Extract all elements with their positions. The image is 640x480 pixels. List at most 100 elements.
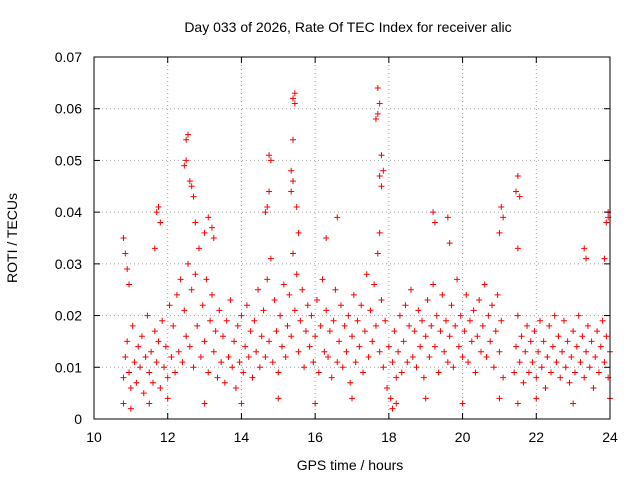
data-point <box>431 219 438 226</box>
data-point <box>172 369 179 376</box>
data-point <box>389 405 396 412</box>
x-tick-label: 16 <box>307 429 323 445</box>
data-point <box>334 214 341 221</box>
data-point <box>249 374 256 381</box>
data-point <box>435 369 442 376</box>
data-point <box>188 286 195 293</box>
data-point <box>339 364 346 371</box>
y-tick-label: 0.02 <box>55 308 82 324</box>
data-point <box>396 312 403 319</box>
data-point <box>347 379 354 386</box>
data-point <box>151 245 158 252</box>
data-point <box>295 348 302 355</box>
data-point <box>127 384 134 391</box>
y-tick-label: 0 <box>74 411 82 427</box>
data-point <box>431 343 438 350</box>
data-point <box>247 328 254 335</box>
data-point <box>382 317 389 324</box>
data-point <box>514 312 521 319</box>
data-point <box>137 364 144 371</box>
data-point <box>577 359 584 366</box>
data-point <box>378 183 385 190</box>
data-point <box>290 250 297 257</box>
data-point <box>466 317 473 324</box>
x-axis-label: GPS time / hours <box>297 457 404 473</box>
data-point <box>325 353 332 360</box>
chart-title: Day 033 of 2026, Rate Of TEC Index for r… <box>184 19 511 35</box>
data-point <box>564 338 571 345</box>
data-point <box>337 302 344 309</box>
data-point <box>406 322 413 329</box>
data-point <box>290 136 297 143</box>
data-point <box>153 209 160 216</box>
data-point <box>579 333 586 340</box>
data-point <box>476 297 483 304</box>
data-point <box>208 291 215 298</box>
data-point <box>271 297 278 304</box>
x-tick-label: 20 <box>455 429 471 445</box>
data-point <box>560 317 567 324</box>
data-point <box>371 281 378 288</box>
data-point <box>162 343 169 350</box>
data-point <box>514 172 521 179</box>
data-point <box>126 281 133 288</box>
data-point <box>184 131 191 138</box>
data-point <box>446 333 453 340</box>
data-point <box>354 317 361 324</box>
data-point <box>376 348 383 355</box>
data-point <box>583 255 590 262</box>
data-point <box>520 379 527 386</box>
data-point <box>470 307 477 314</box>
data-point <box>127 405 134 412</box>
data-point <box>334 359 341 366</box>
data-point <box>557 374 564 381</box>
data-point <box>404 359 411 366</box>
data-point <box>457 312 464 319</box>
data-point <box>376 229 383 236</box>
data-point <box>533 395 540 402</box>
data-point <box>529 359 536 366</box>
data-point <box>498 203 505 210</box>
data-point <box>500 374 507 381</box>
data-point <box>135 343 142 350</box>
data-point <box>478 348 484 355</box>
data-point <box>391 328 398 335</box>
data-point <box>323 235 330 241</box>
data-point <box>159 317 166 324</box>
data-point <box>459 353 466 360</box>
data-point <box>234 322 241 329</box>
data-point <box>336 338 343 345</box>
data-point <box>599 317 606 324</box>
data-point <box>194 322 201 329</box>
data-point <box>312 333 319 340</box>
data-point <box>538 364 545 371</box>
data-point <box>255 286 262 293</box>
data-point <box>315 369 322 376</box>
data-point <box>516 193 523 200</box>
data-point <box>146 400 153 407</box>
data-point <box>393 400 400 407</box>
data-point <box>527 338 534 345</box>
data-point <box>124 266 131 273</box>
data-point <box>161 364 168 371</box>
data-point <box>258 333 265 340</box>
data-point <box>251 317 258 324</box>
data-point <box>290 95 297 102</box>
data-point <box>328 374 335 381</box>
data-point <box>199 302 206 309</box>
data-point <box>120 235 127 241</box>
data-point <box>238 312 245 319</box>
data-point <box>516 359 523 366</box>
data-point <box>291 307 298 314</box>
data-point <box>323 307 330 314</box>
y-tick-label: 0.07 <box>55 49 82 65</box>
data-point <box>144 312 151 319</box>
data-point <box>463 291 470 298</box>
data-point <box>474 333 481 340</box>
data-point <box>571 369 578 376</box>
data-point <box>601 359 608 366</box>
y-tick-label: 0.04 <box>55 204 82 220</box>
data-point <box>269 359 276 366</box>
data-point <box>422 395 429 402</box>
